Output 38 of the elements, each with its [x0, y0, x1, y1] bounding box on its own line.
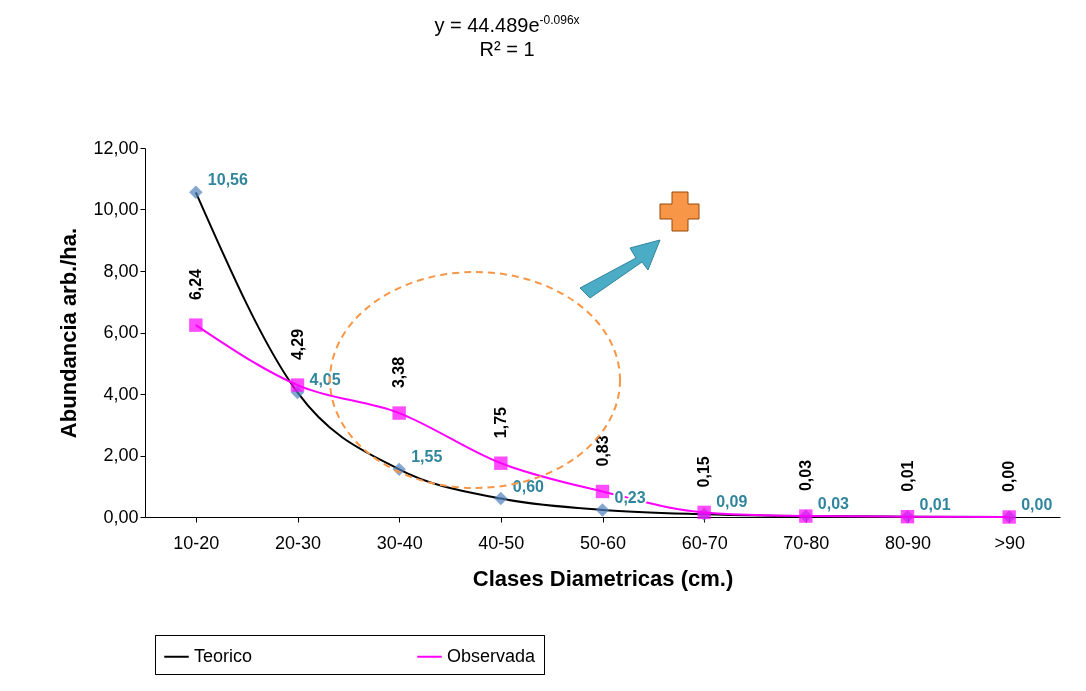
- y-tick-label: 2,00: [103, 445, 139, 465]
- data-label: 0,01: [898, 460, 916, 492]
- legend-label: Teorico: [194, 645, 253, 666]
- data-label: 1,55: [411, 448, 443, 466]
- data-label: 0,00: [1021, 496, 1053, 513]
- data-label: 0,03: [796, 459, 814, 492]
- data-label: 1,75: [491, 406, 509, 439]
- x-tick-label: 70-80: [783, 532, 830, 553]
- text: y = 44.489e$^{-0.096x}$: [434, 13, 580, 36]
- data-label: 3,38: [390, 356, 408, 389]
- x-tick-label: 20-30: [274, 532, 322, 553]
- text: R² = 1: [479, 37, 535, 60]
- x-tick-label: 50-60: [579, 532, 627, 553]
- x-axis-title: Clases Diametricas (cm.): [472, 565, 734, 591]
- data-label: 0,00: [1000, 460, 1018, 492]
- data-label: 10,56: [207, 171, 248, 189]
- x-tick-label: 30-40: [376, 532, 423, 553]
- data-label: 0,01: [919, 495, 951, 513]
- y-tick-label: 12,00: [93, 137, 139, 158]
- y-tick-label: 4,00: [103, 383, 139, 404]
- y-axis-title: Abundancia arb./ha.: [56, 227, 82, 439]
- data-label: 6,24: [186, 268, 204, 301]
- data-label: 0,09: [716, 493, 748, 511]
- x-tick-label: 40-50: [478, 532, 525, 553]
- data-label: 0,60: [512, 477, 545, 495]
- y-tick-label: 8,00: [103, 260, 139, 281]
- data-label: 0,03: [817, 495, 850, 513]
- data-label: 4,29: [288, 328, 306, 361]
- x-tick-label: 60-70: [681, 532, 728, 553]
- x-tick-label: >90: [994, 532, 1025, 553]
- data-label: 0,15: [695, 456, 713, 488]
- x-tick-label: 10-20: [173, 532, 220, 553]
- y-tick-label: 6,00: [103, 322, 139, 342]
- x-tick-label: 80-90: [884, 532, 932, 553]
- data-label: 0,83: [593, 435, 611, 467]
- y-tick-label: 10,00: [93, 199, 139, 219]
- y-tick-label: 0,00: [103, 506, 139, 527]
- legend-label: Observada: [447, 645, 537, 666]
